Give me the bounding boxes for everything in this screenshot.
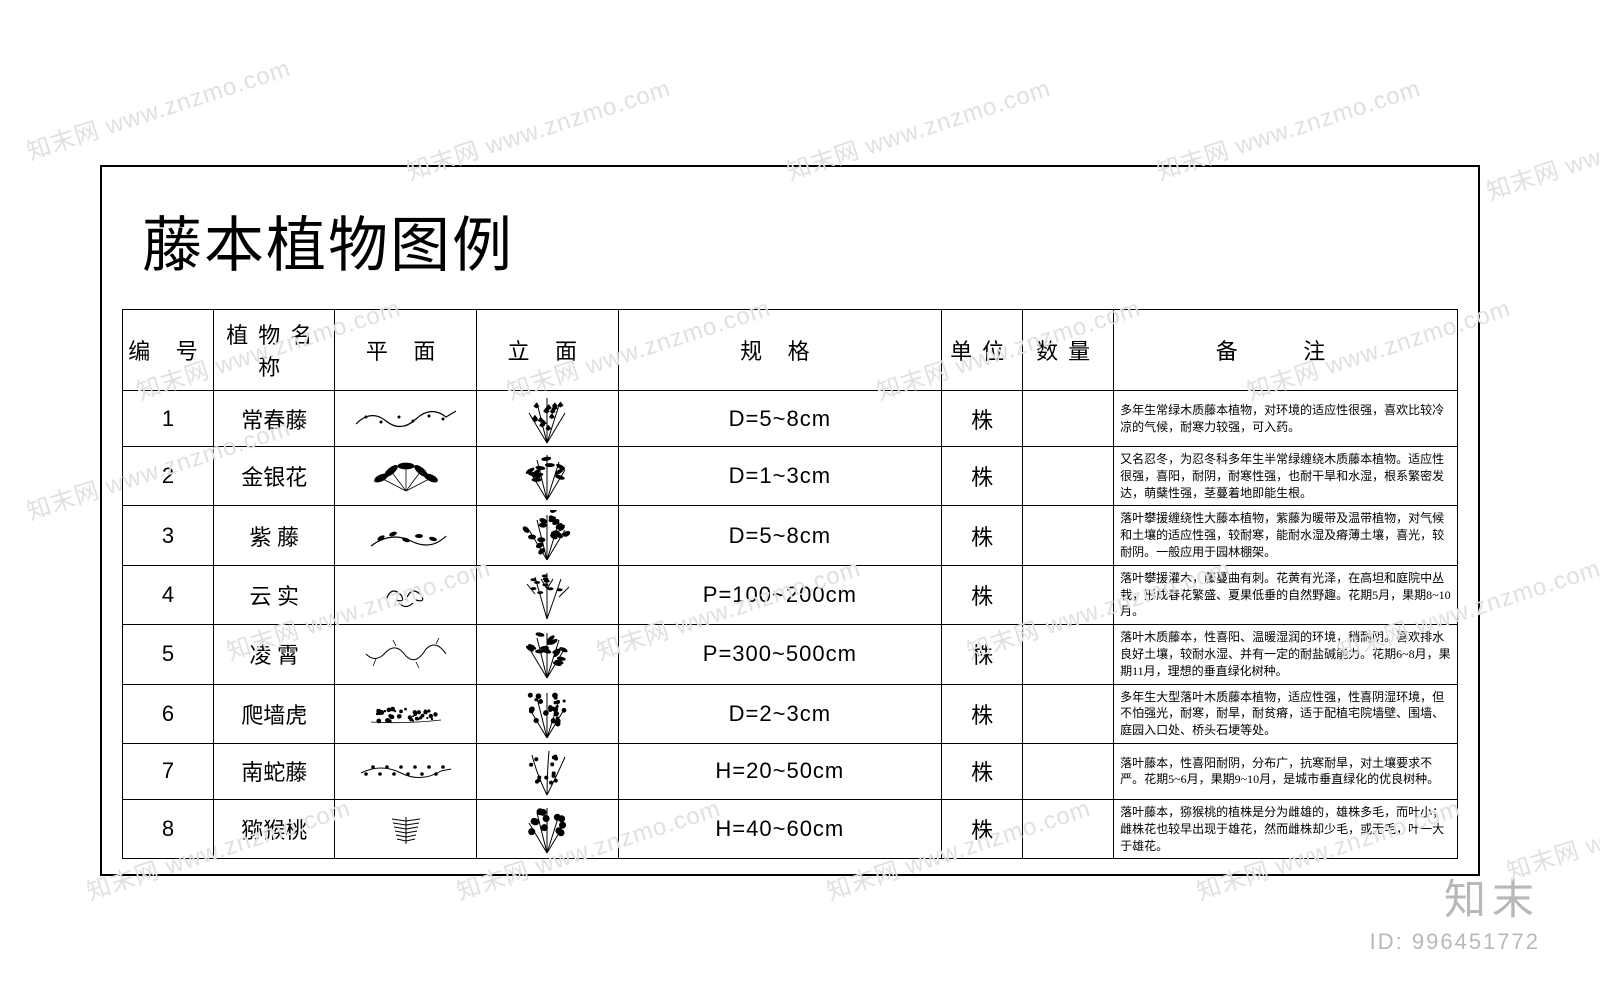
table-row: 2金银花 D=1~3cm株 又名忍冬，为忍冬科多年生半常绿缠绕木质藤本植物。适应性很… (123, 447, 1458, 506)
cell-qty (1023, 391, 1114, 447)
cell-name: 云 实 (214, 565, 335, 624)
cell-idx: 3 (123, 506, 214, 565)
table-row: 5凌 霄 P=300~500cm株 落叶木质藤本，性喜阳、温暖湿润的环境，稍耐阴。喜… (123, 625, 1458, 684)
cell-qty (1023, 743, 1114, 799)
col-header-idx: 编 号 (123, 310, 214, 391)
col-header-plan: 平 面 (335, 310, 477, 391)
col-header-elev: 立 面 (476, 310, 618, 391)
cell-spec: D=1~3cm (618, 447, 942, 506)
table-row: 4云 实 P=100~200cm株 落叶攀援灌木，藤蔓曲有刺。花黄有光泽，在高坦和庭… (123, 565, 1458, 624)
watermark-text: 知末网 www.znzmo.com (21, 48, 294, 166)
cell-idx: 6 (123, 684, 214, 743)
cell-plan-icon (335, 743, 477, 799)
cell-name: 金银花 (214, 447, 335, 506)
cell-remark: 落叶藤本，性喜阳耐阴，分布广，抗寒耐旱，对土壤要求不严。花期5~6月，果期9~1… (1114, 743, 1458, 799)
cell-remark: 多年生常绿木质藤本植物，对环境的适应性很强，喜欢比较冷凉的气候，耐寒力较强，可入… (1114, 391, 1458, 447)
cell-plan-icon (335, 447, 477, 506)
cell-spec: D=5~8cm (618, 391, 942, 447)
cell-spec: D=5~8cm (618, 506, 942, 565)
cell-unit: 株 (942, 391, 1023, 447)
cell-remark: 落叶攀援灌木，藤蔓曲有刺。花黄有光泽，在高坦和庭院中丛栽，形成春花繁盛、夏果低垂… (1114, 565, 1458, 624)
cell-elev-icon (476, 565, 618, 624)
cell-name: 紫 藤 (214, 506, 335, 565)
cell-idx: 5 (123, 625, 214, 684)
cell-qty (1023, 684, 1114, 743)
cell-unit: 株 (942, 684, 1023, 743)
table-row: 6爬墙虎 D=2~3cm株 多年生大型落叶木质藤本植物，适应性强，性喜阴湿环境，但不… (123, 684, 1458, 743)
cell-plan-icon (335, 565, 477, 624)
cell-unit: 株 (942, 447, 1023, 506)
cell-qty (1023, 799, 1114, 858)
cell-remark: 又名忍冬，为忍冬科多年生半常绿缠绕木质藤本植物。适应性很强，喜阳，耐阴，耐寒性强… (1114, 447, 1458, 506)
col-header-spec: 规 格 (618, 310, 942, 391)
plant-legend-table: 编 号 植物名称 平 面 立 面 规 格 单位 数量 备 注 1常春藤 D=5~8… (122, 309, 1458, 859)
table-row: 3紫 藤 D=5~8cm株 落叶攀援缠绕性大藤本植物，紫藤为暖带及温带植物，对气候和… (123, 506, 1458, 565)
cell-elev-icon (476, 684, 618, 743)
table-header-row: 编 号 植物名称 平 面 立 面 规 格 单位 数量 备 注 (123, 310, 1458, 391)
watermark-text: 知末网 www.znzmo.com (1481, 88, 1600, 206)
cell-elev-icon (476, 625, 618, 684)
cell-idx: 1 (123, 391, 214, 447)
cell-remark: 落叶藤本，猕猴桃的植株是分为雌雄的，雄株多毛，而叶小；雌株花也较早出现于雄花，然… (1114, 799, 1458, 858)
table-row: 1常春藤 D=5~8cm株 多年生常绿木质藤本植物，对环境的适应性很强，喜欢比较冷凉… (123, 391, 1458, 447)
cell-unit: 株 (942, 743, 1023, 799)
cell-spec: D=2~3cm (618, 684, 942, 743)
cell-elev-icon (476, 506, 618, 565)
col-header-qty: 数量 (1023, 310, 1114, 391)
cell-name: 凌 霄 (214, 625, 335, 684)
col-header-name: 植物名称 (214, 310, 335, 391)
cell-plan-icon (335, 684, 477, 743)
cell-plan-icon (335, 391, 477, 447)
cell-remark: 落叶木质藤本，性喜阳、温暖湿润的环境，稍耐阴。喜欢排水良好土壤，较耐水湿、并有一… (1114, 625, 1458, 684)
cell-qty (1023, 506, 1114, 565)
cell-plan-icon (335, 506, 477, 565)
cell-idx: 8 (123, 799, 214, 858)
cell-qty (1023, 565, 1114, 624)
cell-name: 爬墙虎 (214, 684, 335, 743)
cell-remark: 落叶攀援缠绕性大藤本植物，紫藤为暖带及温带植物，对气候和土壤的适应性强，较耐寒，… (1114, 506, 1458, 565)
document-frame: 藤本植物图例 编 号 植物名称 平 面 立 面 规 格 单位 数量 备 注 1常… (100, 165, 1480, 876)
cell-unit: 株 (942, 506, 1023, 565)
cell-name: 南蛇藤 (214, 743, 335, 799)
cell-spec: P=100~200cm (618, 565, 942, 624)
page-title: 藤本植物图例 (122, 197, 1458, 284)
brand-id: ID: 996451772 (1370, 929, 1540, 955)
cell-elev-icon (476, 391, 618, 447)
cell-spec: H=40~60cm (618, 799, 942, 858)
cell-name: 猕猴桃 (214, 799, 335, 858)
cell-unit: 株 (942, 799, 1023, 858)
cell-elev-icon (476, 743, 618, 799)
table-row: 8猕猴桃 H=40~60cm株 落叶藤本，猕猴桃的植株是分为雌雄的，雄株多毛，而叶小… (123, 799, 1458, 858)
cell-elev-icon (476, 799, 618, 858)
cell-qty (1023, 625, 1114, 684)
cell-elev-icon (476, 447, 618, 506)
cell-spec: P=300~500cm (618, 625, 942, 684)
cell-idx: 4 (123, 565, 214, 624)
cell-plan-icon (335, 625, 477, 684)
cell-spec: H=20~50cm (618, 743, 942, 799)
table-row: 7南蛇藤 H=20~50cm株 落叶藤本，性喜阳耐阴，分布广，抗寒耐旱，对土壤要求不… (123, 743, 1458, 799)
col-header-unit: 单位 (942, 310, 1023, 391)
cell-plan-icon (335, 799, 477, 858)
cell-unit: 株 (942, 625, 1023, 684)
cell-qty (1023, 447, 1114, 506)
brand-watermark: 知末 ID: 996451772 (1370, 866, 1540, 955)
cell-idx: 7 (123, 743, 214, 799)
cell-unit: 株 (942, 565, 1023, 624)
brand-name: 知末 (1370, 866, 1540, 927)
cell-remark: 多年生大型落叶木质藤本植物，适应性强，性喜阴湿环境，但不怕强光，耐寒，耐旱，耐贫… (1114, 684, 1458, 743)
cell-name: 常春藤 (214, 391, 335, 447)
col-header-remark: 备 注 (1114, 310, 1458, 391)
cell-idx: 2 (123, 447, 214, 506)
